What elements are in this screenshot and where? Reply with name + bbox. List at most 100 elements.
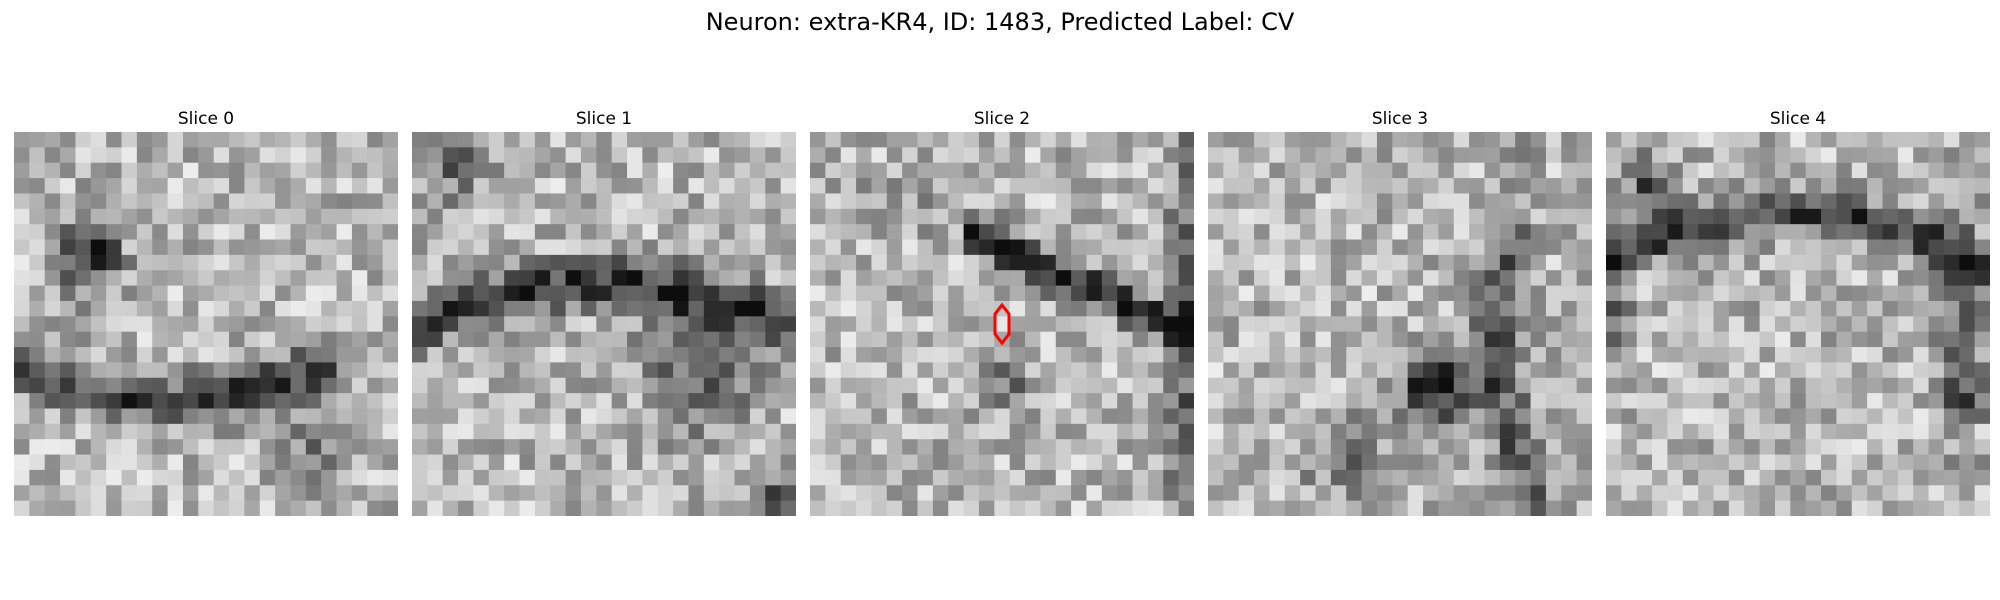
pixel-cell: [765, 393, 782, 409]
pixel-cell: [611, 254, 628, 271]
pixel-cell: [1882, 270, 1899, 286]
pixel-cell: [244, 331, 261, 348]
pixel-cell: [14, 254, 30, 271]
pixel-cell: [259, 485, 276, 502]
pixel-cell: [994, 239, 1011, 256]
pixel-cell: [1959, 331, 1976, 348]
pixel-cell: [152, 362, 168, 379]
pixel-cell: [519, 377, 536, 394]
pixel-cell: [229, 377, 245, 394]
pixel-cell: [673, 178, 689, 194]
pixel-cell: [60, 377, 76, 394]
pixel-cell: [488, 331, 505, 348]
pixel-cell: [1407, 193, 1424, 210]
pixel-cell: [1621, 239, 1638, 256]
pixel-cell: [1086, 454, 1103, 471]
pixel-cell: [1238, 377, 1255, 394]
pixel-cell: [60, 362, 76, 379]
pixel-cell: [367, 454, 384, 471]
pixel-cell: [1713, 347, 1730, 363]
pixel-cell: [565, 500, 582, 516]
pixel-cell: [1469, 162, 1485, 179]
pixel-cell: [810, 162, 826, 179]
pixel-cell: [336, 347, 353, 363]
pixel-cell: [1346, 439, 1362, 455]
pixel-cell: [1238, 408, 1255, 425]
pixel-cell: [152, 224, 168, 240]
pixel-cell: [1621, 178, 1638, 194]
pixel-cell: [1774, 377, 1791, 394]
pixel-cell: [565, 454, 582, 471]
pixel-cell: [412, 270, 428, 286]
pixel-cell: [29, 454, 46, 471]
pixel-cell: [1132, 439, 1149, 455]
pixel-cell: [1346, 331, 1362, 348]
pixel-cell: [627, 439, 643, 455]
pixel-cell: [1959, 347, 1976, 363]
pixel-cell: [1836, 316, 1853, 333]
pixel-cell: [550, 408, 566, 425]
pixel-cell: [1315, 285, 1332, 302]
pixel-cell: [1851, 270, 1868, 286]
pixel-cell: [657, 408, 674, 425]
pixel-cell: [106, 178, 122, 194]
pixel-cell: [60, 270, 76, 286]
pixel-cell: [336, 500, 353, 516]
pixel-cell: [442, 224, 459, 240]
pixel-cell: [1330, 193, 1347, 210]
pixel-cell: [1208, 208, 1224, 225]
pixel-cell: [1376, 316, 1393, 333]
pixel-cell: [1284, 178, 1301, 194]
pixel-cell: [198, 208, 215, 225]
pixel-cell: [275, 362, 291, 379]
pixel-cell: [427, 362, 444, 379]
pixel-cell: [1667, 377, 1684, 394]
pixel-cell: [152, 316, 168, 333]
pixel-cell: [427, 208, 444, 225]
pixel-cell: [1774, 423, 1791, 440]
pixel-cell: [1361, 331, 1378, 348]
pixel-cell: [106, 423, 122, 440]
pixel-cell: [1438, 393, 1455, 409]
pixel-cell: [1040, 469, 1057, 486]
pixel-cell: [442, 393, 459, 409]
pixel-cell: [963, 408, 980, 425]
pixel-cell: [1392, 454, 1409, 471]
pixel-cell: [1009, 208, 1026, 225]
pixel-cell: [1759, 300, 1776, 317]
pixel-cell: [1759, 331, 1776, 348]
pixel-cell: [198, 316, 215, 333]
pixel-cell: [1163, 331, 1180, 348]
pixel-cell: [611, 347, 628, 363]
pixel-cell: [1453, 377, 1470, 394]
marker-hexagon: [993, 302, 1011, 346]
pixel-cell: [1284, 485, 1301, 502]
pixel-cell: [167, 254, 184, 271]
pixel-cell: [305, 147, 322, 164]
pixel-cell: [305, 331, 322, 348]
pixel-cell: [1392, 208, 1409, 225]
pixel-cell: [611, 178, 628, 194]
pixel-cell: [1117, 485, 1133, 502]
pixel-cell: [825, 178, 842, 194]
pixel-cell: [1071, 285, 1087, 302]
pixel-cell: [136, 469, 153, 486]
pixel-cell: [458, 454, 474, 471]
pixel-cell: [442, 485, 459, 502]
pixel-cell: [152, 193, 168, 210]
pixel-cell: [1101, 500, 1118, 516]
pixel-cell: [917, 500, 934, 516]
pixel-cell: [427, 331, 444, 348]
pixel-cell: [1254, 347, 1270, 363]
pixel-cell: [1438, 423, 1455, 440]
pixel-cell: [488, 485, 505, 502]
pixel-cell: [488, 347, 505, 363]
pixel-cell: [1300, 454, 1316, 471]
pixel-cell: [1208, 193, 1224, 210]
pixel-cell: [825, 254, 842, 271]
pixel-cell: [473, 162, 490, 179]
pixel-cell: [749, 347, 766, 363]
pixel-cell: [1959, 408, 1976, 425]
pixel-cell: [1284, 224, 1301, 240]
pixel-cell: [703, 147, 720, 164]
